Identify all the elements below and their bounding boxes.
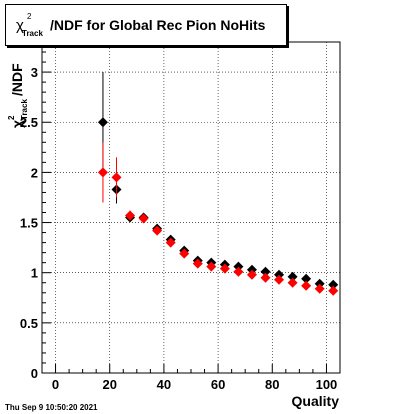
data-point-red (314, 283, 325, 294)
svg-text:χ 2 Track /N: χ 2 Track /NDF (1, 63, 31, 128)
data-point-red (219, 263, 230, 274)
x-tick-label: 80 (265, 377, 279, 392)
data-point-red (287, 277, 298, 288)
y-axis-label-chi: χ (9, 120, 25, 128)
y-axis-label-sub: Track (20, 99, 29, 120)
chart-title-box: χ 2 Track /NDF for Global Rec Pion NoHit… (5, 4, 287, 46)
data-point-red (246, 269, 257, 280)
data-point-black (97, 117, 108, 128)
data-point-black (274, 269, 285, 280)
x-tick-label: 40 (157, 377, 171, 392)
y-tick-label: 1.5 (20, 216, 38, 231)
data-point-red (97, 167, 108, 178)
x-axis-label: Quality (292, 393, 340, 409)
data-point-black (246, 264, 257, 275)
y-axis-label: χ 2 Track /NDF (1, 63, 31, 128)
data-point-red (192, 258, 203, 269)
x-tick-label: 20 (102, 377, 116, 392)
plot-frame (41, 41, 341, 374)
data-point-red (274, 274, 285, 285)
y-tick-label: 2.5 (20, 115, 38, 130)
y-tick-label: 0 (31, 366, 38, 381)
chart-title-rest: /NDF for Global Rec Pion NoHits (50, 17, 266, 33)
grid (42, 42, 340, 374)
chart-title-chi: χ (16, 17, 24, 34)
data-point-red (165, 237, 176, 248)
x-tick-labels: 0 20 40 60 80 100 (52, 377, 337, 392)
y-axis-label-sup: 2 (7, 115, 16, 120)
data-point-red (111, 172, 122, 183)
data-point-black (233, 261, 244, 272)
y-tick-label: 0.5 (20, 316, 38, 331)
y-axis-label-rest: /NDF (9, 63, 25, 96)
data-point-red (260, 272, 271, 283)
x-tick-label: 0 (52, 377, 59, 392)
data-marks (97, 72, 339, 296)
data-point-red (233, 266, 244, 277)
y-tick-labels: 0 0.5 1 1.5 2 2.5 3 (20, 65, 38, 381)
chart-title-sup: 2 (27, 12, 32, 21)
data-point-red (206, 261, 217, 272)
data-point-black (328, 279, 339, 290)
svg-text:χ 2 Track /N: χ 2 Track /NDF for Global Rec Pion NoHit… (16, 6, 266, 40)
x-tick-label: 100 (316, 377, 338, 392)
data-point-black (260, 266, 271, 277)
y-tick-label: 1 (31, 266, 38, 281)
data-point-red (152, 225, 163, 236)
chart-title-sub: Track (22, 29, 43, 38)
timestamp-footer: Thu Sep 9 10:50:20 2021 (5, 403, 98, 412)
x-tick-label: 60 (211, 377, 225, 392)
data-point-black (287, 271, 298, 282)
data-point-red (125, 210, 136, 221)
y-tick-label: 2 (31, 165, 38, 180)
data-point-red (328, 285, 339, 296)
y-tick-label: 3 (31, 65, 38, 80)
data-point-black (314, 278, 325, 289)
axis-ticks (41, 51, 341, 374)
data-point-black (301, 273, 312, 284)
data-point-red (301, 280, 312, 291)
data-point-red (179, 248, 190, 259)
data-point-red (138, 213, 149, 224)
